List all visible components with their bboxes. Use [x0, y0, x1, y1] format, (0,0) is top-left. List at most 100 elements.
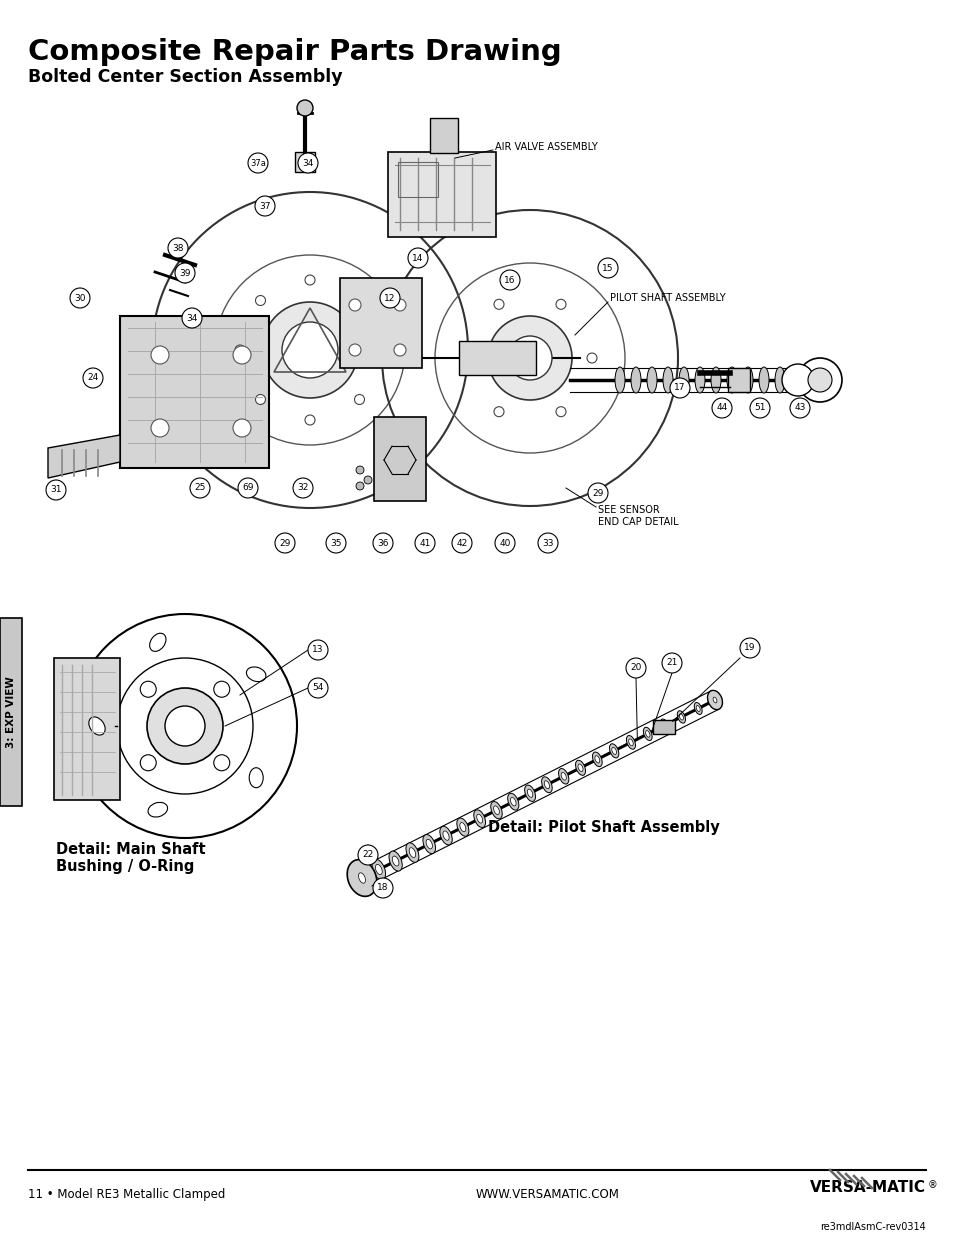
Ellipse shape [707, 690, 721, 710]
Circle shape [255, 295, 265, 305]
Circle shape [262, 303, 357, 398]
Circle shape [507, 336, 552, 380]
FancyBboxPatch shape [727, 368, 749, 391]
Circle shape [537, 534, 558, 553]
Ellipse shape [389, 851, 402, 871]
Circle shape [151, 419, 169, 437]
Ellipse shape [459, 823, 465, 831]
Ellipse shape [150, 634, 166, 651]
Circle shape [789, 398, 809, 417]
Circle shape [255, 394, 265, 405]
Text: 32: 32 [297, 483, 309, 493]
Ellipse shape [592, 752, 601, 767]
Ellipse shape [679, 714, 682, 720]
Ellipse shape [710, 694, 718, 705]
FancyBboxPatch shape [374, 417, 426, 501]
Circle shape [308, 640, 328, 659]
Circle shape [140, 755, 156, 771]
Circle shape [355, 394, 364, 405]
Ellipse shape [626, 736, 635, 750]
Circle shape [234, 345, 245, 354]
Circle shape [349, 345, 360, 356]
Circle shape [586, 353, 597, 363]
Text: 51: 51 [754, 404, 765, 412]
Circle shape [711, 398, 731, 417]
Text: 16: 16 [504, 275, 516, 284]
Ellipse shape [645, 731, 649, 737]
Ellipse shape [609, 743, 618, 758]
Ellipse shape [392, 856, 398, 866]
Circle shape [355, 466, 364, 474]
Ellipse shape [677, 711, 685, 724]
Text: 17: 17 [674, 384, 685, 393]
Circle shape [237, 478, 257, 498]
Ellipse shape [578, 764, 582, 772]
Text: 20: 20 [630, 663, 641, 673]
Ellipse shape [628, 739, 633, 746]
Text: 40: 40 [498, 538, 510, 547]
Ellipse shape [372, 860, 385, 879]
Circle shape [375, 345, 385, 354]
Ellipse shape [456, 818, 468, 836]
Ellipse shape [493, 806, 498, 815]
Text: 21: 21 [665, 658, 677, 667]
Circle shape [494, 299, 503, 309]
Text: 43: 43 [794, 404, 805, 412]
Circle shape [174, 263, 194, 283]
Text: Detail: Main Shaft
Bushing / O-Ring: Detail: Main Shaft Bushing / O-Ring [56, 842, 206, 874]
Circle shape [326, 534, 346, 553]
Text: 14: 14 [412, 253, 423, 263]
Circle shape [749, 398, 769, 417]
Circle shape [274, 534, 294, 553]
Circle shape [213, 755, 230, 771]
Ellipse shape [679, 367, 688, 393]
Text: WWW.VERSAMATIC.COM: WWW.VERSAMATIC.COM [476, 1188, 619, 1200]
Circle shape [499, 270, 519, 290]
Circle shape [254, 196, 274, 216]
Text: 3: EXP VIEW: 3: EXP VIEW [6, 676, 16, 748]
Text: Bolted Center Section Assembly: Bolted Center Section Assembly [28, 68, 342, 86]
Ellipse shape [246, 667, 266, 682]
Circle shape [349, 299, 360, 311]
Text: 25: 25 [194, 483, 206, 493]
Circle shape [70, 288, 90, 308]
Text: re3mdlAsmC-rev0314: re3mdlAsmC-rev0314 [820, 1221, 925, 1233]
Circle shape [182, 308, 202, 329]
Circle shape [297, 153, 317, 173]
Ellipse shape [439, 826, 452, 845]
FancyBboxPatch shape [458, 341, 536, 375]
Circle shape [462, 353, 473, 363]
Text: 11 • Model RE3 Metallic Clamped: 11 • Model RE3 Metallic Clamped [28, 1188, 225, 1200]
Circle shape [296, 100, 313, 116]
Text: 22: 22 [362, 851, 374, 860]
Circle shape [740, 638, 760, 658]
Circle shape [357, 845, 377, 864]
Circle shape [488, 316, 572, 400]
Text: 19: 19 [743, 643, 755, 652]
Circle shape [168, 238, 188, 258]
Circle shape [452, 534, 472, 553]
Circle shape [556, 299, 565, 309]
Ellipse shape [694, 703, 701, 714]
Text: 31: 31 [51, 485, 62, 494]
Circle shape [305, 275, 314, 285]
Text: 33: 33 [541, 538, 553, 547]
Ellipse shape [527, 789, 533, 798]
Polygon shape [48, 435, 120, 478]
Ellipse shape [510, 798, 516, 806]
Circle shape [305, 415, 314, 425]
Text: 41: 41 [419, 538, 430, 547]
Circle shape [661, 653, 681, 673]
Circle shape [46, 480, 66, 500]
Circle shape [151, 346, 169, 364]
Text: 15: 15 [601, 263, 613, 273]
Ellipse shape [558, 768, 568, 784]
Circle shape [495, 534, 515, 553]
Circle shape [248, 153, 268, 173]
Circle shape [83, 368, 103, 388]
Ellipse shape [544, 781, 549, 789]
Ellipse shape [89, 718, 105, 735]
Circle shape [373, 878, 393, 898]
Ellipse shape [662, 367, 672, 393]
FancyBboxPatch shape [54, 658, 120, 800]
